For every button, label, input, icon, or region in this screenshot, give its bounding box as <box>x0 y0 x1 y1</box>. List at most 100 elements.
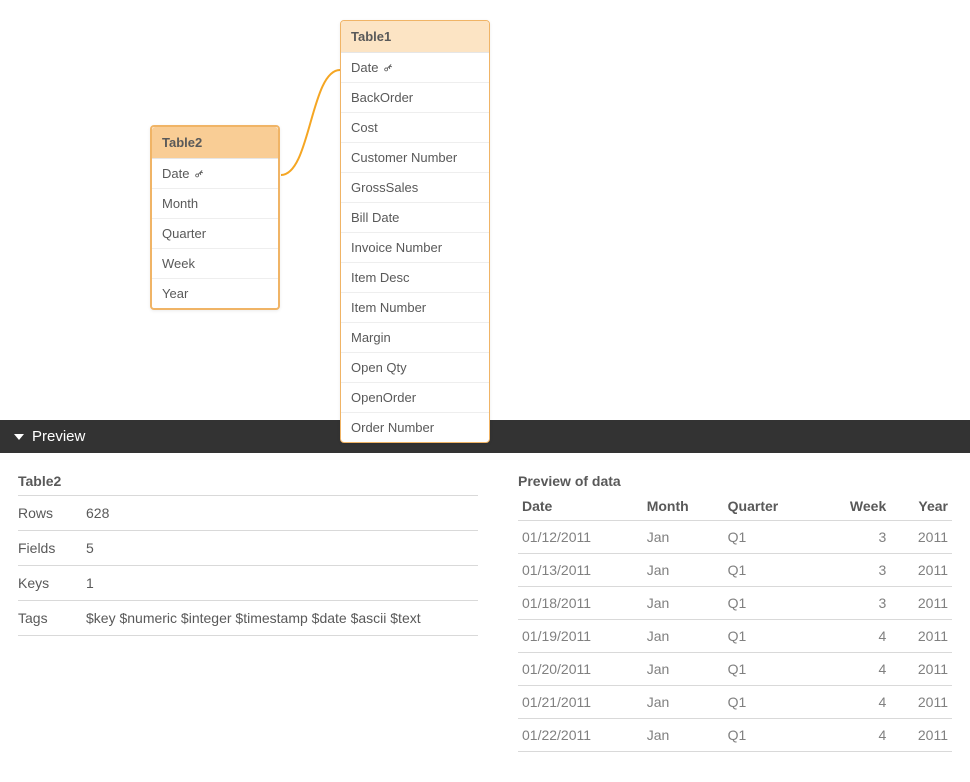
table-cell: Jan <box>643 554 724 587</box>
metadata-label: Keys <box>18 575 86 591</box>
table-cell: Jan <box>643 653 724 686</box>
table-field-label: Order Number <box>351 420 434 435</box>
metadata-value: $key $numeric $integer $timestamp $date … <box>86 610 478 626</box>
table-cell: 01/12/2011 <box>518 521 643 554</box>
data-preview-panel: Preview of data DateMonthQuarterWeekYear… <box>518 473 952 752</box>
table-cell: 3 <box>818 521 890 554</box>
metadata-label: Fields <box>18 540 86 556</box>
table-field[interactable]: Margin <box>341 323 489 353</box>
data-column-header[interactable]: Year <box>890 492 952 521</box>
table-field[interactable]: Item Number <box>341 293 489 323</box>
table-field[interactable]: Month <box>152 189 278 219</box>
table-field-label: Quarter <box>162 226 206 241</box>
table-field-label: BackOrder <box>351 90 413 105</box>
metadata-label: Rows <box>18 505 86 521</box>
table-cell: 4 <box>818 653 890 686</box>
table-field-label: Item Desc <box>351 270 410 285</box>
table-node-table2[interactable]: Table2Date⚷MonthQuarterWeekYear <box>150 125 280 310</box>
table-cell: 4 <box>818 719 890 752</box>
table-field[interactable]: Open Qty <box>341 353 489 383</box>
key-icon: ⚷ <box>381 60 396 75</box>
metadata-value: 1 <box>86 575 478 591</box>
table-row[interactable]: 01/21/2011JanQ142011 <box>518 686 952 719</box>
table-field-label: Month <box>162 196 198 211</box>
table-cell: Q1 <box>724 686 819 719</box>
table-field-label: Invoice Number <box>351 240 442 255</box>
table-field[interactable]: Invoice Number <box>341 233 489 263</box>
table-field[interactable]: Customer Number <box>341 143 489 173</box>
table-metadata-panel: Table2 Rows628Fields5Keys1Tags$key $nume… <box>18 473 478 752</box>
table-cell: Jan <box>643 587 724 620</box>
table-node-header[interactable]: Table2 <box>152 127 278 159</box>
table-cell: Q1 <box>724 554 819 587</box>
metadata-row: Rows628 <box>18 496 478 531</box>
table-field[interactable]: Quarter <box>152 219 278 249</box>
metadata-value: 5 <box>86 540 478 556</box>
table-row[interactable]: 01/20/2011JanQ142011 <box>518 653 952 686</box>
table-cell: Q1 <box>724 620 819 653</box>
table-cell: 4 <box>818 686 890 719</box>
table-cell: 2011 <box>890 686 952 719</box>
table-cell: 01/19/2011 <box>518 620 643 653</box>
preview-panel-body: Table2 Rows628Fields5Keys1Tags$key $nume… <box>0 453 970 752</box>
table-field[interactable]: GrossSales <box>341 173 489 203</box>
table-node-table1[interactable]: Table1Date⚷BackOrderCostCustomer NumberG… <box>340 20 490 443</box>
metadata-label: Tags <box>18 610 86 626</box>
table-field-label: Date <box>162 166 189 181</box>
table-cell: Jan <box>643 686 724 719</box>
table-cell: 4 <box>818 620 890 653</box>
table-field[interactable]: Bill Date <box>341 203 489 233</box>
model-canvas[interactable]: Table2Date⚷MonthQuarterWeekYearTable1Dat… <box>0 0 970 420</box>
metadata-table-name: Table2 <box>18 473 478 496</box>
table-cell: Q1 <box>724 719 819 752</box>
table-field[interactable]: Order Number <box>341 413 489 442</box>
data-preview-title: Preview of data <box>518 473 952 492</box>
table-field-label: OpenOrder <box>351 390 416 405</box>
table-row[interactable]: 01/12/2011JanQ132011 <box>518 521 952 554</box>
table-field[interactable]: Week <box>152 249 278 279</box>
table-row[interactable]: 01/18/2011JanQ132011 <box>518 587 952 620</box>
table-field-label: Date <box>351 60 378 75</box>
table-cell: Jan <box>643 521 724 554</box>
table-cell: 2011 <box>890 587 952 620</box>
table-field[interactable]: OpenOrder <box>341 383 489 413</box>
table-field[interactable]: BackOrder <box>341 83 489 113</box>
data-column-header[interactable]: Date <box>518 492 643 521</box>
data-column-header[interactable]: Month <box>643 492 724 521</box>
table-cell: 3 <box>818 587 890 620</box>
table-cell: 2011 <box>890 521 952 554</box>
table-cell: 01/13/2011 <box>518 554 643 587</box>
table-field[interactable]: Date⚷ <box>341 53 489 83</box>
table-cell: Q1 <box>724 653 819 686</box>
table-field-label: Customer Number <box>351 150 457 165</box>
data-column-header[interactable]: Quarter <box>724 492 819 521</box>
table-field-label: Week <box>162 256 195 271</box>
table-field-label: Bill Date <box>351 210 399 225</box>
table-node-header[interactable]: Table1 <box>341 21 489 53</box>
table-row[interactable]: 01/13/2011JanQ132011 <box>518 554 952 587</box>
table-field[interactable]: Item Desc <box>341 263 489 293</box>
key-icon: ⚷ <box>192 166 207 181</box>
data-column-header[interactable]: Week <box>818 492 890 521</box>
table-field-label: GrossSales <box>351 180 418 195</box>
table-cell: 01/18/2011 <box>518 587 643 620</box>
table-field[interactable]: Date⚷ <box>152 159 278 189</box>
table-cell: Jan <box>643 620 724 653</box>
table-field-label: Year <box>162 286 188 301</box>
table-field[interactable]: Cost <box>341 113 489 143</box>
table-cell: Q1 <box>724 587 819 620</box>
table-row[interactable]: 01/19/2011JanQ142011 <box>518 620 952 653</box>
table-cell: Jan <box>643 719 724 752</box>
table-cell: Q1 <box>724 521 819 554</box>
data-preview-table: DateMonthQuarterWeekYear 01/12/2011JanQ1… <box>518 492 952 752</box>
metadata-row: Keys1 <box>18 566 478 601</box>
table-cell: 2011 <box>890 620 952 653</box>
table-field-label: Open Qty <box>351 360 407 375</box>
table-cell: 3 <box>818 554 890 587</box>
table-cell: 01/20/2011 <box>518 653 643 686</box>
metadata-row: Tags$key $numeric $integer $timestamp $d… <box>18 601 478 636</box>
table-field[interactable]: Year <box>152 279 278 308</box>
metadata-rows: Rows628Fields5Keys1Tags$key $numeric $in… <box>18 496 478 636</box>
table-cell: 01/22/2011 <box>518 719 643 752</box>
table-row[interactable]: 01/22/2011JanQ142011 <box>518 719 952 752</box>
